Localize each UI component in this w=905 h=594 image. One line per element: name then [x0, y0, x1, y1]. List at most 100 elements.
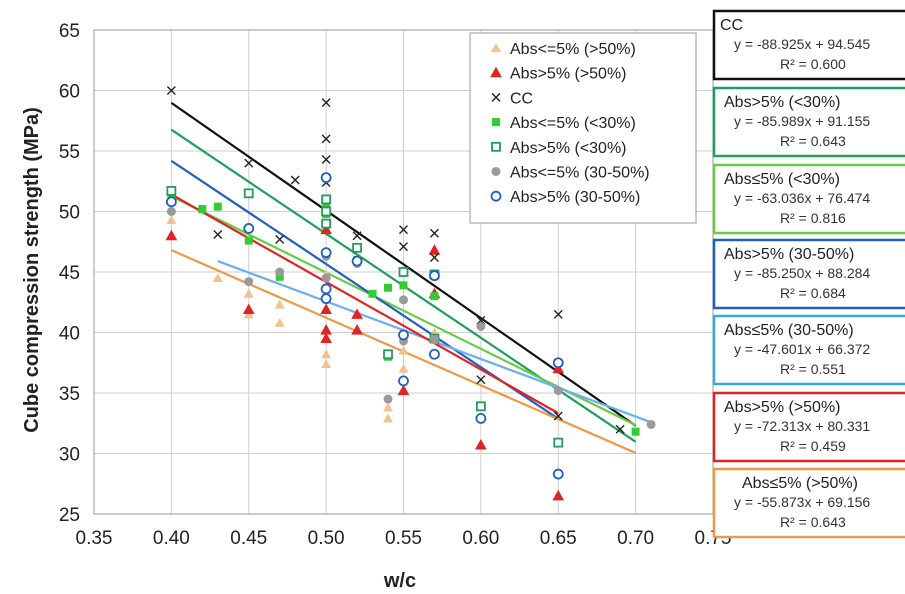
data-point	[244, 277, 254, 287]
data-point	[384, 283, 393, 292]
equation-text: y = -72.313x + 80.331	[734, 418, 870, 434]
legend-label: Abs>5% (>50%)	[510, 66, 627, 83]
data-point	[429, 335, 439, 345]
data-point	[383, 402, 394, 412]
equation-text: y = -85.250x + 88.284	[734, 265, 870, 281]
r-squared-text: R² = 0.459	[780, 438, 846, 454]
data-point	[166, 86, 176, 95]
y-tick-label: 60	[59, 82, 80, 103]
data-point	[398, 345, 409, 355]
data-point	[428, 244, 441, 255]
data-point	[274, 299, 285, 309]
data-point	[553, 386, 563, 396]
r-squared-text: R² = 0.643	[780, 514, 846, 530]
data-point	[399, 281, 408, 290]
data-point	[320, 283, 332, 295]
y-axis-ticks: 25 30 35 40 45 50 55 60 65	[59, 21, 80, 526]
r-squared-text: R² = 0.551	[780, 361, 846, 377]
data-point	[321, 273, 331, 283]
data-point	[320, 332, 332, 344]
data-point	[275, 267, 285, 277]
data-point	[320, 172, 332, 184]
r-squared-text: R² = 0.816	[780, 210, 846, 226]
x-tick-label: 0.70	[617, 528, 654, 549]
data-point	[399, 242, 408, 252]
equation-title: Abs>5% (>50%)	[724, 399, 841, 416]
y-tick-label: 45	[59, 263, 80, 284]
legend-label: Abs<=5% (<30%)	[510, 115, 636, 132]
equation-title: Abs≤5% (<30%)	[724, 171, 840, 188]
data-point	[429, 228, 439, 238]
data-point	[165, 229, 178, 241]
data-point	[430, 292, 439, 301]
data-point	[383, 413, 394, 423]
data-point	[429, 252, 439, 262]
data-point	[320, 324, 332, 335]
y-tick-label: 55	[59, 142, 80, 163]
data-point	[166, 207, 176, 216]
data-point	[166, 214, 177, 224]
data-point	[552, 362, 565, 374]
x-tick-label: 0.40	[153, 528, 190, 549]
data-point	[243, 223, 255, 234]
equation-boxes: CC y = -88.925x + 94.545 R² = 0.600 Abs>5% …	[712, 9, 905, 539]
data-point	[615, 424, 625, 434]
data-point	[165, 196, 177, 208]
data-point	[275, 272, 284, 281]
data-point	[475, 401, 486, 412]
data-point	[476, 321, 486, 331]
data-point	[244, 158, 254, 168]
equation-text: y = -63.036x + 76.474	[734, 190, 870, 206]
equation-title: Abs>5% (<30%)	[724, 94, 841, 111]
data-point	[631, 427, 640, 436]
data-point	[213, 229, 223, 239]
data-point	[646, 419, 656, 429]
data-point	[475, 439, 487, 450]
y-tick-label: 25	[59, 505, 80, 526]
data-point	[213, 202, 222, 211]
data-point	[275, 234, 285, 244]
legend-marker	[491, 167, 501, 176]
equation-text: y = -88.925x + 94.545	[734, 36, 870, 52]
data-point	[476, 375, 486, 385]
data-point	[399, 295, 408, 305]
legend-label: Abs>5% (<30%)	[510, 140, 627, 157]
data-point	[243, 188, 254, 199]
x-tick-label: 0.50	[308, 528, 345, 549]
equation-box	[712, 391, 905, 463]
data-point	[351, 255, 363, 267]
legend-label: CC	[510, 90, 533, 107]
data-point	[383, 349, 393, 360]
trendline	[170, 193, 559, 415]
data-point	[368, 289, 377, 298]
x-tick-label: 0.60	[462, 528, 499, 549]
equation-title: CC	[720, 17, 743, 34]
equation-box	[712, 238, 905, 310]
data-point	[322, 201, 331, 210]
data-point	[552, 468, 564, 480]
y-tick-label: 65	[59, 21, 80, 42]
data-point	[166, 186, 177, 196]
x-tick-label: 0.65	[540, 528, 577, 549]
data-point	[553, 309, 563, 319]
legend-label: Abs<=5% (>50%)	[510, 41, 636, 58]
data-point	[398, 363, 409, 373]
legend-marker	[490, 190, 502, 202]
data-point	[429, 270, 440, 282]
legend-box	[469, 32, 697, 224]
r-squared-text: R² = 0.600	[780, 56, 846, 72]
data-point	[398, 329, 409, 341]
r-squared-text: R² = 0.684	[780, 285, 846, 301]
data-point	[321, 218, 332, 229]
data-points	[165, 86, 656, 501]
x-tick-label: 0.35	[76, 528, 113, 549]
data-point	[321, 358, 332, 368]
data-point	[383, 394, 393, 404]
data-point	[321, 98, 331, 108]
data-point	[475, 413, 487, 424]
equation-box	[712, 163, 905, 235]
data-point	[290, 175, 300, 185]
equation-box	[712, 467, 905, 539]
equation-text: y = -47.601x + 66.372	[734, 341, 870, 357]
